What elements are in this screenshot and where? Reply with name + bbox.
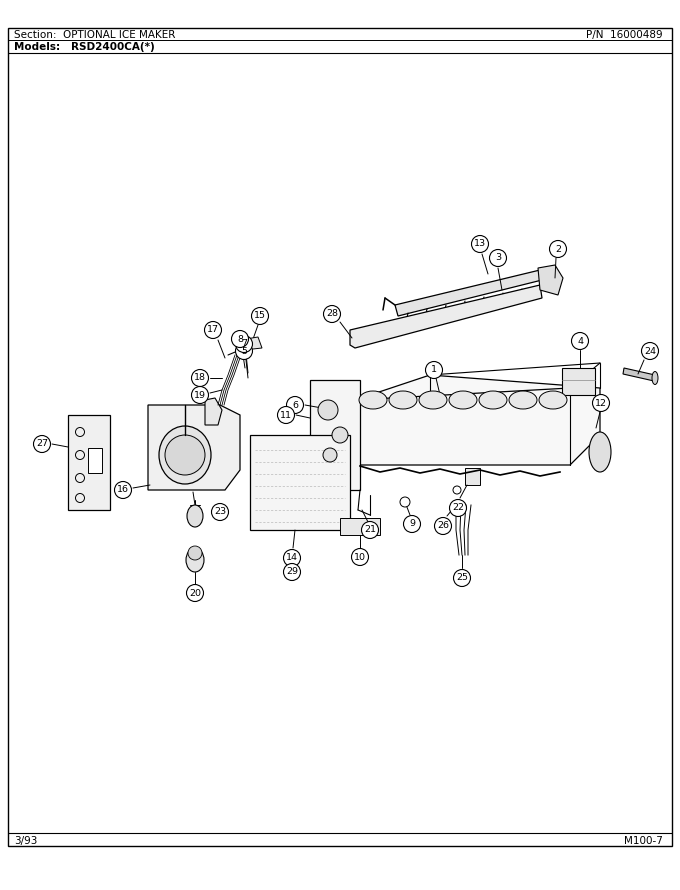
Circle shape [231,330,248,347]
Circle shape [192,369,209,386]
Circle shape [235,343,252,360]
Circle shape [549,240,566,257]
Ellipse shape [389,391,417,409]
Polygon shape [623,368,655,381]
Polygon shape [562,368,595,395]
Ellipse shape [159,426,211,484]
Text: 3/93: 3/93 [14,836,37,846]
Ellipse shape [359,391,387,409]
Polygon shape [250,435,350,530]
Text: 17: 17 [207,326,219,335]
Circle shape [400,497,410,507]
Text: 23: 23 [214,507,226,516]
Circle shape [277,407,294,424]
Circle shape [454,570,471,587]
Circle shape [205,321,222,338]
Text: Section:  OPTIONAL ICE MAKER: Section: OPTIONAL ICE MAKER [14,30,175,40]
Polygon shape [148,405,240,490]
Text: 9: 9 [409,520,415,529]
Circle shape [324,305,341,322]
Circle shape [114,481,131,498]
Text: 13: 13 [474,239,486,248]
Circle shape [641,343,658,360]
Circle shape [192,386,209,403]
Text: Models:   RSD2400CA(*): Models: RSD2400CA(*) [14,42,155,52]
Circle shape [318,400,338,420]
Ellipse shape [187,505,203,527]
Polygon shape [240,337,262,350]
Text: 11: 11 [280,410,292,419]
Ellipse shape [652,371,658,384]
Text: 25: 25 [456,573,468,582]
Circle shape [592,394,609,411]
Circle shape [165,435,205,475]
Text: 5: 5 [241,346,247,355]
Text: 12: 12 [595,399,607,408]
Ellipse shape [419,391,447,409]
Circle shape [284,563,301,580]
Circle shape [453,486,461,494]
Polygon shape [395,270,542,316]
Polygon shape [465,468,480,485]
Circle shape [471,236,488,253]
Circle shape [352,548,369,565]
Circle shape [211,504,228,521]
Polygon shape [310,380,360,490]
Circle shape [286,397,303,414]
Text: 18: 18 [194,374,206,383]
Circle shape [240,344,248,352]
Circle shape [571,333,588,350]
Bar [88,448,102,473]
Circle shape [362,522,379,538]
Polygon shape [68,415,110,510]
Text: 29: 29 [286,568,298,577]
Text: 28: 28 [326,310,338,319]
Text: 1: 1 [431,366,437,375]
Text: 16: 16 [117,486,129,495]
Polygon shape [340,518,380,535]
Text: 4: 4 [577,336,583,345]
Circle shape [426,361,443,378]
Polygon shape [538,265,563,295]
Text: 19: 19 [194,391,206,400]
Circle shape [435,517,452,535]
Text: 8: 8 [237,335,243,344]
Circle shape [33,435,50,452]
Circle shape [490,249,507,266]
Ellipse shape [186,548,204,572]
Ellipse shape [539,391,567,409]
Circle shape [252,308,269,325]
Text: 3: 3 [495,254,501,263]
Polygon shape [355,375,600,465]
Ellipse shape [509,391,537,409]
Circle shape [332,427,348,443]
Text: 14: 14 [286,554,298,562]
Ellipse shape [449,391,477,409]
Circle shape [284,549,301,567]
Circle shape [186,585,203,602]
Circle shape [323,448,337,462]
Text: 24: 24 [644,346,656,355]
Text: 27: 27 [36,440,48,449]
Circle shape [188,546,202,560]
Text: M100-7: M100-7 [624,836,663,846]
Text: 2: 2 [555,245,561,254]
Text: 22: 22 [452,504,464,513]
Ellipse shape [479,391,507,409]
Circle shape [235,336,252,352]
Text: 6: 6 [292,400,298,409]
Polygon shape [205,398,222,425]
Text: 15: 15 [254,312,266,320]
Text: 21: 21 [364,525,376,535]
Text: P/N  16000489: P/N 16000489 [586,30,663,40]
Text: 7: 7 [241,339,247,349]
Circle shape [449,499,466,516]
Text: 26: 26 [437,522,449,530]
Circle shape [403,515,420,532]
Text: 20: 20 [189,588,201,597]
Text: 10: 10 [354,553,366,562]
Ellipse shape [589,432,611,472]
Polygon shape [350,285,542,348]
